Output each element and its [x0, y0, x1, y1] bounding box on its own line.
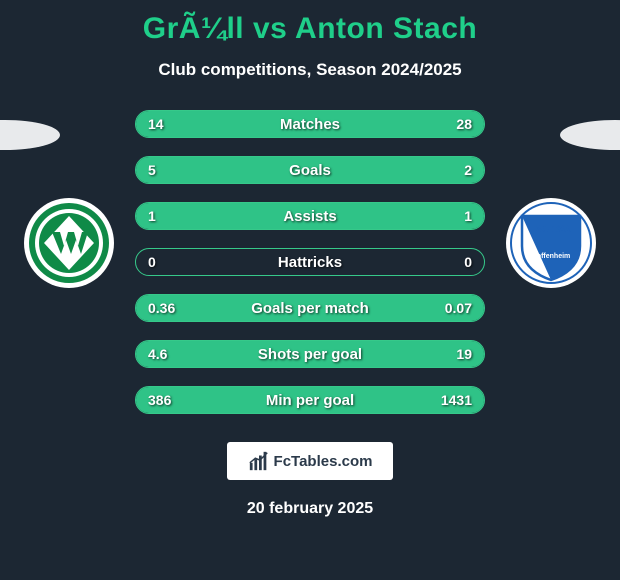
page-subtitle: Club competitions, Season 2024/2025: [0, 60, 620, 80]
stat-fill-right: [213, 387, 484, 413]
stat-bar: Shots per goal4.619: [135, 340, 485, 368]
werder-bremen-icon: [28, 202, 110, 284]
svg-text:Hoffenheim: Hoffenheim: [532, 253, 571, 260]
fctables-logo-icon: [248, 450, 270, 472]
left-club-crest: [24, 198, 114, 288]
stat-value-left: 0: [148, 249, 156, 275]
stat-bar: Matches1428: [135, 110, 485, 138]
stat-fill-right: [373, 157, 484, 183]
stat-fill-left: [136, 203, 310, 229]
svg-text:TSG 1899: TSG 1899: [530, 224, 571, 234]
stat-fill-left: [136, 111, 258, 137]
watermark-text: FcTables.com: [274, 453, 373, 470]
stat-bars: Matches1428 Goals52 Assists11 Hattricks0 0 Go…: [135, 110, 485, 414]
stat-bar: Min per goal3861431: [135, 386, 485, 414]
stat-fill-left: [136, 295, 428, 321]
date-label: 20 february 2025: [0, 500, 620, 518]
stat-bar: Goals per match0.360.07: [135, 294, 485, 322]
stat-fill-right: [206, 341, 484, 367]
stat-value-right: 0: [464, 249, 472, 275]
right-club-crest: TSG 1899 Hoffenheim: [506, 198, 596, 288]
page-title: GrÃ¼ll vs Anton Stach: [0, 0, 620, 46]
hoffenheim-icon: TSG 1899 Hoffenheim: [510, 202, 592, 284]
right-shadow-ellipse: [560, 120, 620, 150]
stat-fill-right: [258, 111, 484, 137]
stat-fill-right: [310, 203, 484, 229]
stat-fill-left: [136, 387, 213, 413]
stat-fill-right: [428, 295, 484, 321]
stat-bar: Hattricks0 0: [135, 248, 485, 276]
left-shadow-ellipse: [0, 120, 60, 150]
stat-bar: Goals52: [135, 156, 485, 184]
watermark-badge: FcTables.com: [227, 442, 393, 480]
stat-fill-left: [136, 341, 206, 367]
comparison-stage: TSG 1899 Hoffenheim Matches1428 Goals52 As…: [0, 110, 620, 414]
stat-fill-left: [136, 157, 373, 183]
stat-bar: Assists11: [135, 202, 485, 230]
stat-label: Hattricks: [136, 249, 484, 275]
